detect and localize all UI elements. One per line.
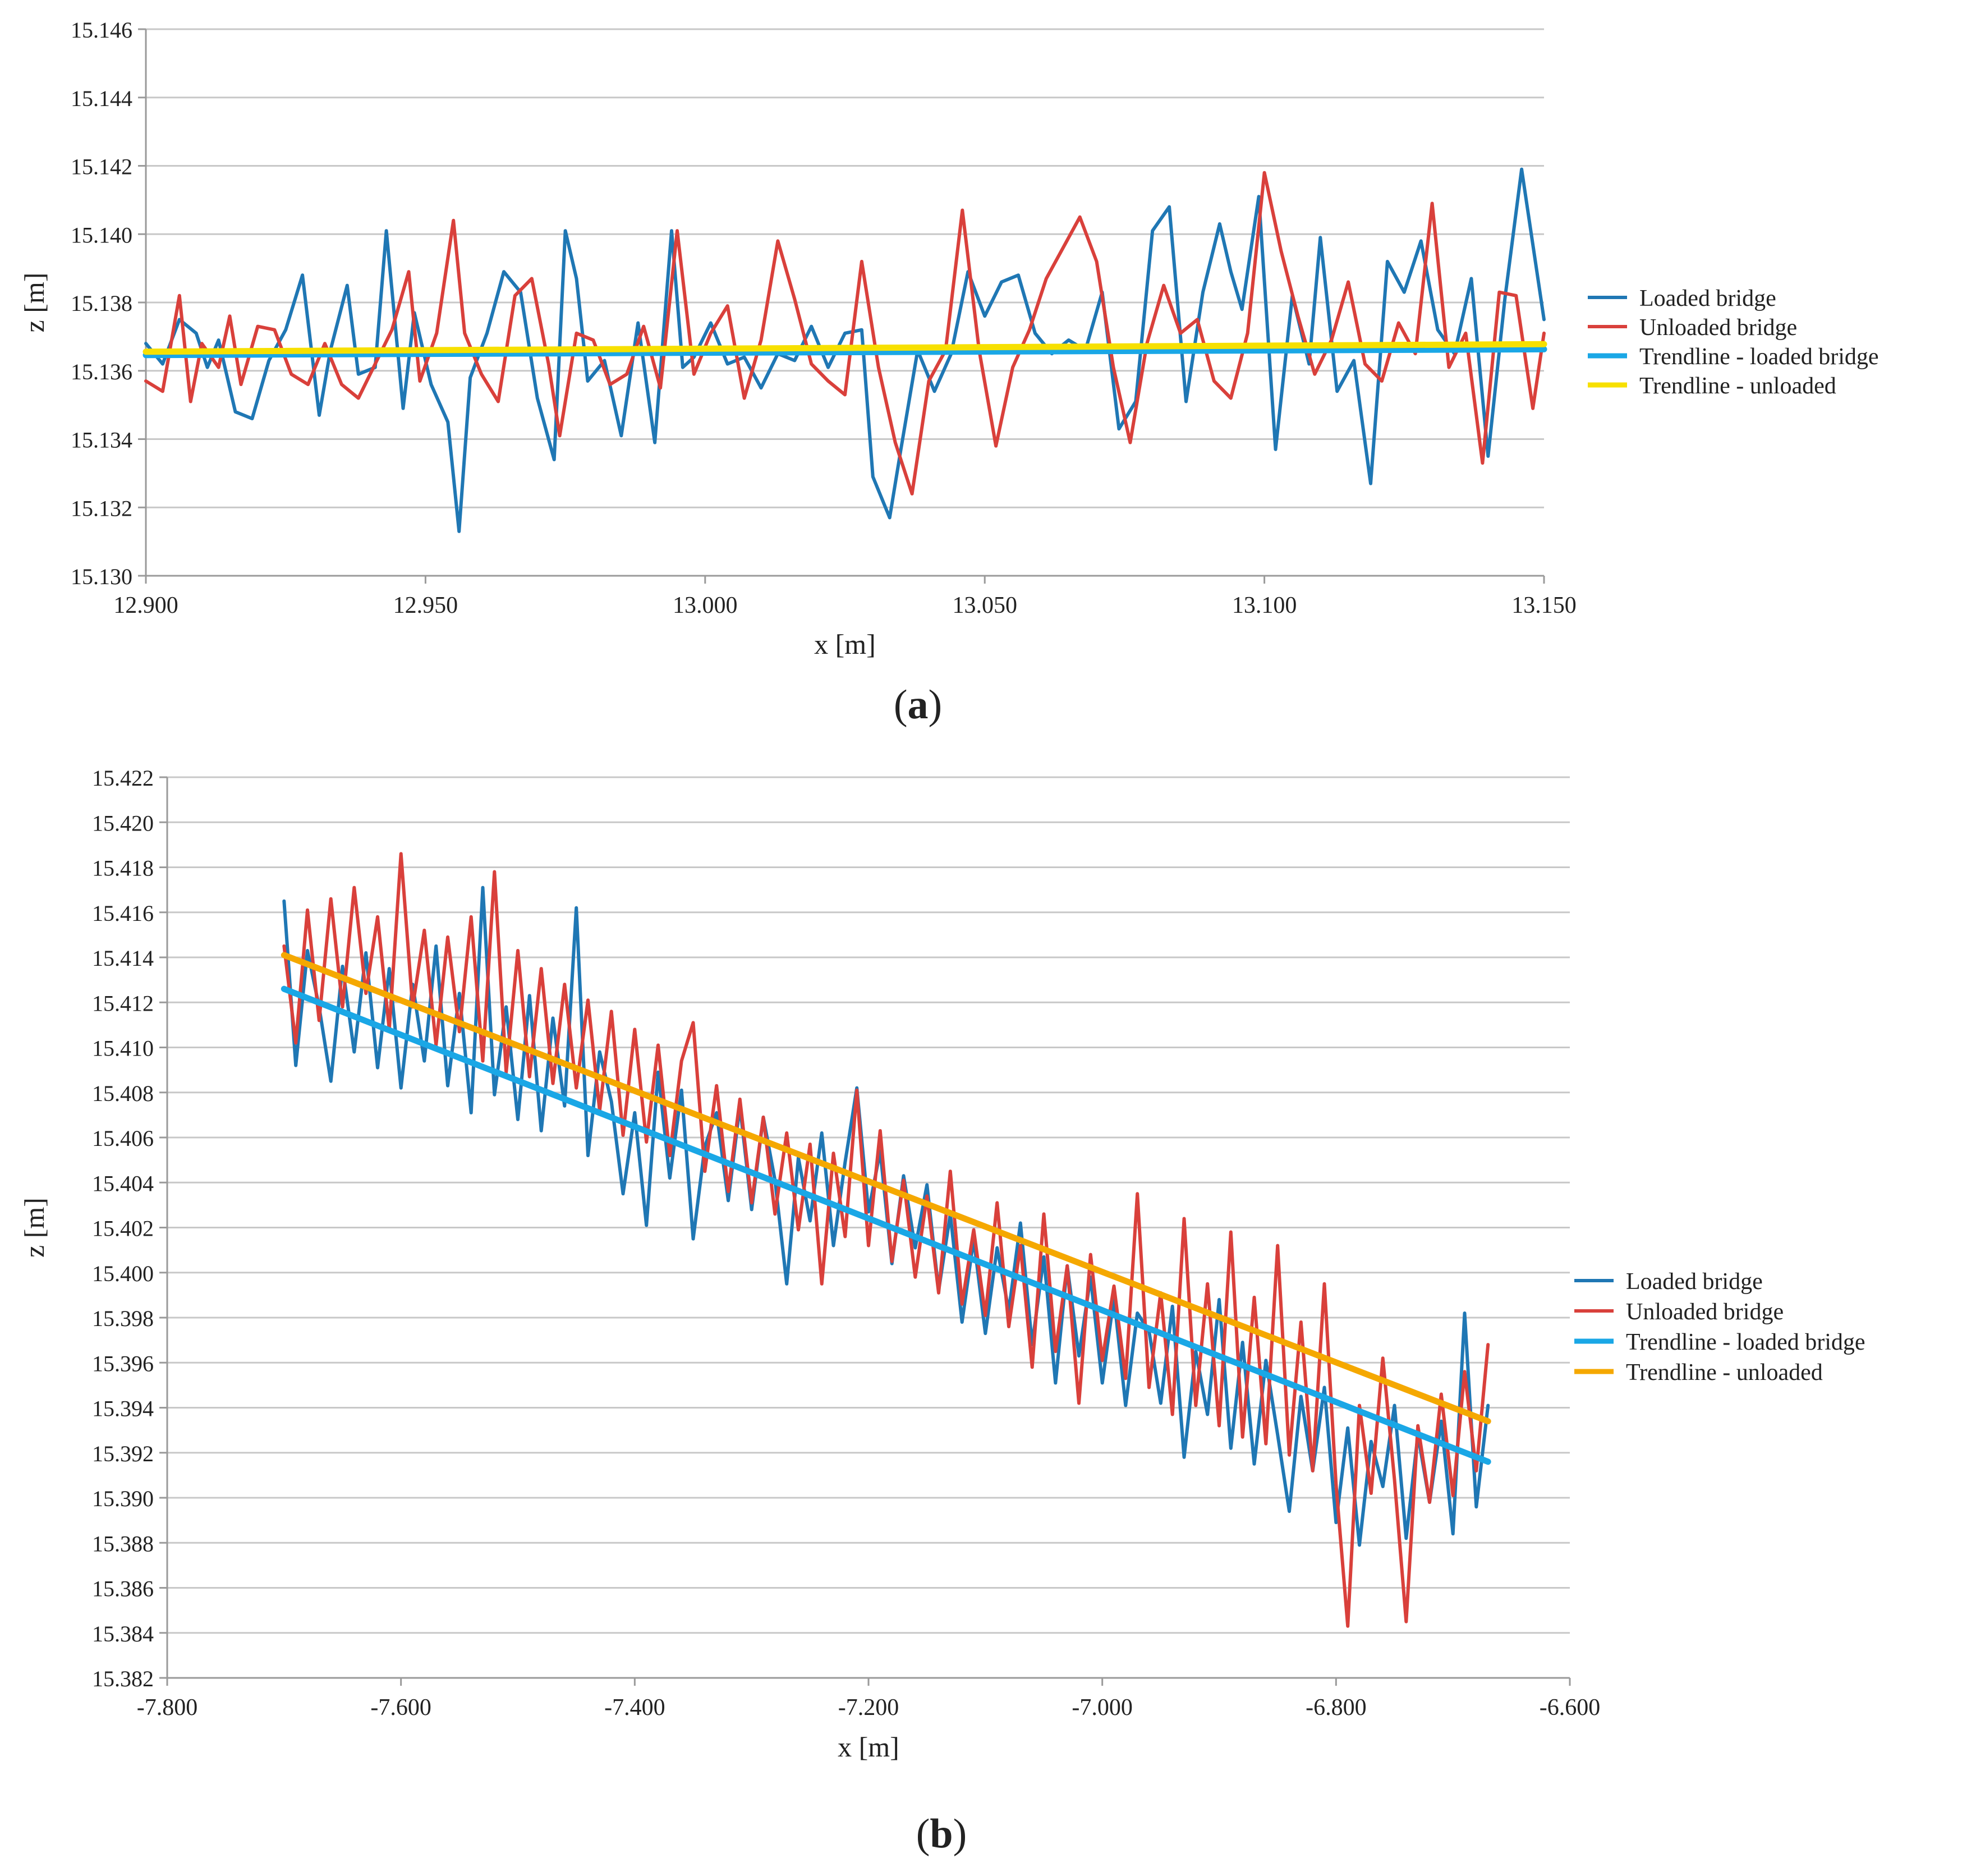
y-tick-label: 15.140 xyxy=(71,222,132,247)
x-tick-label: -7.600 xyxy=(370,1695,431,1721)
x-tick-label: 13.000 xyxy=(673,593,738,618)
x-tick-label: 12.900 xyxy=(113,593,178,618)
y-tick-label: 15.132 xyxy=(71,496,132,521)
legend-item: Trendline - loaded bridge xyxy=(1588,344,1879,370)
y-tick-label: 15.138 xyxy=(71,291,132,316)
series-group xyxy=(143,167,1547,533)
y-tick-label: 15.388 xyxy=(92,1531,154,1556)
y-tick-label: 15.390 xyxy=(92,1486,154,1511)
y-tick-label: 15.146 xyxy=(71,17,132,43)
x-tick-label: -7.200 xyxy=(838,1695,899,1721)
legend-label: Loaded bridge xyxy=(1626,1269,1763,1295)
y-tick-label: 15.418 xyxy=(92,856,154,881)
y-axis-label: z [m] xyxy=(19,1198,50,1258)
y-tick-label: 15.400 xyxy=(92,1261,154,1286)
legend-label: Trendline - loaded bridge xyxy=(1626,1329,1865,1355)
x-tick-label: -7.400 xyxy=(604,1695,665,1721)
panel-label: (a) xyxy=(894,682,942,728)
legend-label: Trendline - loaded bridge xyxy=(1639,344,1879,370)
y-tick-label: 15.382 xyxy=(92,1666,154,1691)
y-tick-label: 15.408 xyxy=(92,1081,154,1106)
legend-label: Trendline - unloaded xyxy=(1626,1360,1823,1386)
panel-label-close: ) xyxy=(953,1811,967,1857)
panel-label-open: ( xyxy=(916,1811,930,1857)
x-axis-label: x [m] xyxy=(838,1731,899,1763)
series-trendline-unloaded xyxy=(281,952,1491,1425)
y-tick-label: 15.416 xyxy=(92,901,154,926)
series-group xyxy=(281,852,1491,1628)
y-tick-labels: 15.130 15.132 15.134 15.136 15.138 15.140 15.1… xyxy=(71,17,132,589)
gridlines xyxy=(167,776,1570,1634)
panel-label-close: ) xyxy=(929,682,943,728)
x-axis-label: x [m] xyxy=(814,629,876,660)
panel-label-open: ( xyxy=(894,682,908,728)
y-tick-label: 15.420 xyxy=(92,810,154,836)
series-trendline-loaded xyxy=(143,346,1547,359)
gridlines xyxy=(146,28,1544,508)
x-tick-label: -6.600 xyxy=(1540,1695,1601,1721)
y-tick-label: 15.386 xyxy=(92,1576,154,1602)
x-tick-label: -6.800 xyxy=(1306,1695,1367,1721)
y-tick-label: 15.394 xyxy=(92,1396,154,1421)
y-axis-label: z [m] xyxy=(19,273,50,333)
legend: Loaded bridge Unloaded bridge Trendline - … xyxy=(1574,1269,1865,1386)
legend-item: Trendline - unloaded xyxy=(1588,373,1836,399)
series-unloaded-bridge xyxy=(144,171,1546,496)
y-tick-label: 15.406 xyxy=(92,1126,154,1151)
y-tick-label: 15.142 xyxy=(71,154,132,180)
panel-label-letter: b xyxy=(930,1811,953,1857)
y-tick-label: 15.130 xyxy=(71,564,132,589)
y-tick-label: 15.144 xyxy=(71,86,132,111)
x-tick-labels: 12.900 12.950 13.000 13.050 13.100 13.150 xyxy=(113,593,1577,618)
legend-item: Trendline - loaded bridge xyxy=(1574,1329,1865,1355)
x-tick-label: -7.000 xyxy=(1072,1695,1133,1721)
legend-item: Loaded bridge xyxy=(1574,1269,1763,1295)
y-tick-label: 15.422 xyxy=(92,765,154,791)
x-tick-labels: -7.800 -7.600 -7.400 -7.200 -7.000 -6.800 -6.6… xyxy=(137,1695,1601,1721)
axes xyxy=(159,776,1571,1686)
y-tick-label: 15.412 xyxy=(92,990,154,1016)
series-trendline-loaded xyxy=(281,985,1491,1465)
series-unloaded-bridge xyxy=(282,852,1490,1628)
y-tick-label: 15.404 xyxy=(92,1171,154,1196)
y-tick-label: 15.410 xyxy=(92,1036,154,1061)
y-tick-label: 15.134 xyxy=(71,428,132,453)
legend-item: Loaded bridge xyxy=(1588,286,1776,311)
legend: Loaded bridge Unloaded bridge Trendline - … xyxy=(1588,286,1879,399)
y-tick-label: 15.402 xyxy=(92,1216,154,1241)
chart-panel-b: 15.382 15.384 15.386 15.388 15.390 15.392 15.3… xyxy=(19,765,1865,1857)
legend-item: Unloaded bridge xyxy=(1574,1299,1784,1325)
axes xyxy=(138,28,1545,584)
x-tick-label: 13.150 xyxy=(1511,593,1577,618)
legend-label: Unloaded bridge xyxy=(1626,1299,1784,1325)
panel-label-letter: a xyxy=(908,682,929,728)
y-tick-label: 15.398 xyxy=(92,1306,154,1331)
x-tick-label: 12.950 xyxy=(393,593,458,618)
y-tick-label: 15.392 xyxy=(92,1441,154,1466)
y-tick-label: 15.384 xyxy=(92,1621,154,1646)
y-tick-label: 15.136 xyxy=(71,359,132,384)
x-tick-label: 13.050 xyxy=(952,593,1017,618)
y-tick-label: 15.414 xyxy=(92,946,154,971)
panel-label: (b) xyxy=(916,1811,967,1857)
x-tick-label: -7.800 xyxy=(137,1695,198,1721)
legend-label: Loaded bridge xyxy=(1639,286,1776,311)
series-trendline-unloaded xyxy=(143,341,1547,355)
legend-item: Unloaded bridge xyxy=(1588,315,1797,341)
y-tick-label: 15.396 xyxy=(92,1351,154,1376)
legend-item: Trendline - unloaded xyxy=(1574,1360,1823,1386)
x-tick-label: 13.100 xyxy=(1232,593,1297,618)
legend-label: Unloaded bridge xyxy=(1639,315,1797,341)
chart-panel-a: 15.130 15.132 15.134 15.136 15.138 15.140 15.1… xyxy=(19,17,1879,728)
y-tick-labels: 15.382 15.384 15.386 15.388 15.390 15.392 15.3… xyxy=(92,765,154,1691)
legend-label: Trendline - unloaded xyxy=(1639,373,1836,399)
